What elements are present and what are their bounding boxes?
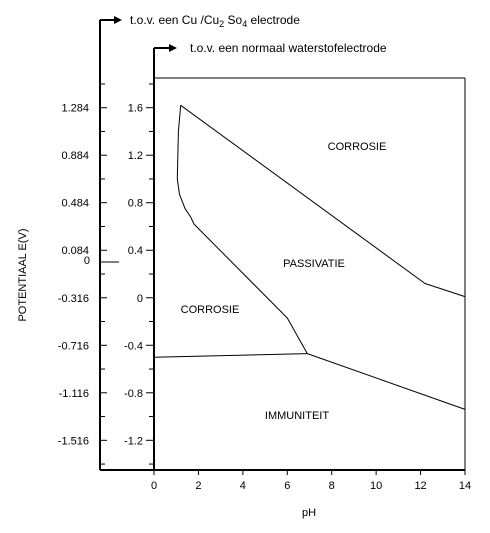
region-label-passivatie: PASSIVATIE [283, 258, 345, 270]
x-tick-label: 2 [195, 480, 201, 492]
cu-tick-label: -1.516 [58, 435, 89, 447]
she-tick-label: 1.6 [128, 103, 143, 115]
cu-axis: t.o.v. een Cu /Cu2 So4 electrode 1.284 0.… [58, 13, 300, 470]
she-tick-label: 1.2 [128, 150, 143, 162]
x-tick-marks: 0 2 4 6 8 10 12 14 [151, 470, 471, 492]
cu-axis-label: t.o.v. een Cu /Cu2 So4 electrode [130, 13, 300, 29]
she-tick-marks: 1.6 1.2 0.8 0.4 0 -0.4 -0.8 -1.2 [124, 83, 154, 465]
x-tick-label: 6 [284, 480, 290, 492]
she-tick-label: 0 [137, 293, 143, 305]
cu-tick-label: -0.716 [58, 340, 89, 352]
she-tick-label: -0.8 [124, 388, 143, 400]
boundary-upper-passivation [180, 104, 466, 298]
x-axis-title: pH [302, 507, 316, 519]
x-tick-label: 0 [151, 480, 157, 492]
cu-tick-label: -0.316 [58, 293, 89, 305]
x-tick-label: 10 [370, 480, 382, 492]
cu-axis-arrowhead [114, 16, 122, 24]
she-axis-arrowhead [169, 44, 177, 52]
she-tick-label: 0.4 [128, 245, 143, 257]
region-label-corrosie-lower: CORROSIE [181, 304, 240, 316]
region-label-immuniteit: IMMUNITEIT [265, 410, 329, 422]
x-tick-label: 14 [459, 480, 471, 492]
x-tick-label: 8 [329, 480, 335, 492]
cu-tick-label: 0.484 [61, 198, 89, 210]
she-axis-label: t.o.v. een normaal waterstofelectrode [190, 41, 387, 55]
boundary-immunity-right [307, 353, 466, 410]
x-tick-label: 4 [240, 480, 246, 492]
she-axis: t.o.v. een normaal waterstofelectrode 1.… [124, 41, 387, 470]
cu-tick-label: 0.084 [61, 245, 89, 257]
cu-tick-label: -1.116 [59, 388, 89, 400]
cu-tick-label: 0 [84, 255, 90, 267]
she-tick-label: -1.2 [124, 435, 143, 447]
she-tick-label: -0.4 [124, 340, 143, 352]
cu-tick-label: 1.284 [61, 103, 89, 115]
she-tick-label: 0.8 [128, 198, 143, 210]
plot-frame [100, 77, 466, 471]
y-axis-title: POTENTIAAL E(V) [17, 228, 29, 321]
region-label-corrosie-upper: CORROSIE [328, 141, 387, 153]
x-tick-label: 12 [414, 480, 426, 492]
region-boundaries [153, 104, 466, 410]
cu-tick-label: 0.884 [61, 150, 89, 162]
boundary-immunity-left [153, 353, 308, 358]
boundary-left-passivation [176, 105, 308, 354]
